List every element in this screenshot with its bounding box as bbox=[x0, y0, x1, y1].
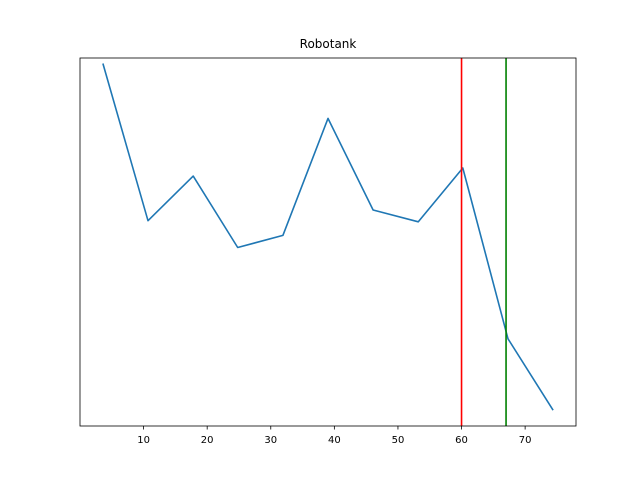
x-tick-label: 40 bbox=[328, 435, 341, 446]
axes-frame bbox=[79, 57, 577, 427]
x-tick-label: 20 bbox=[201, 435, 214, 446]
x-axis: 10 20 30 40 50 60 70 bbox=[137, 426, 531, 446]
x-tick-label: 30 bbox=[264, 435, 277, 446]
chart-title: Robotank bbox=[300, 37, 357, 51]
series-line-0 bbox=[102, 63, 554, 411]
x-tick-label: 60 bbox=[455, 435, 468, 446]
plot-area bbox=[102, 58, 554, 426]
x-tick-label: 50 bbox=[392, 435, 405, 446]
x-tick-label: 70 bbox=[519, 435, 532, 446]
x-tick-label: 10 bbox=[137, 435, 150, 446]
